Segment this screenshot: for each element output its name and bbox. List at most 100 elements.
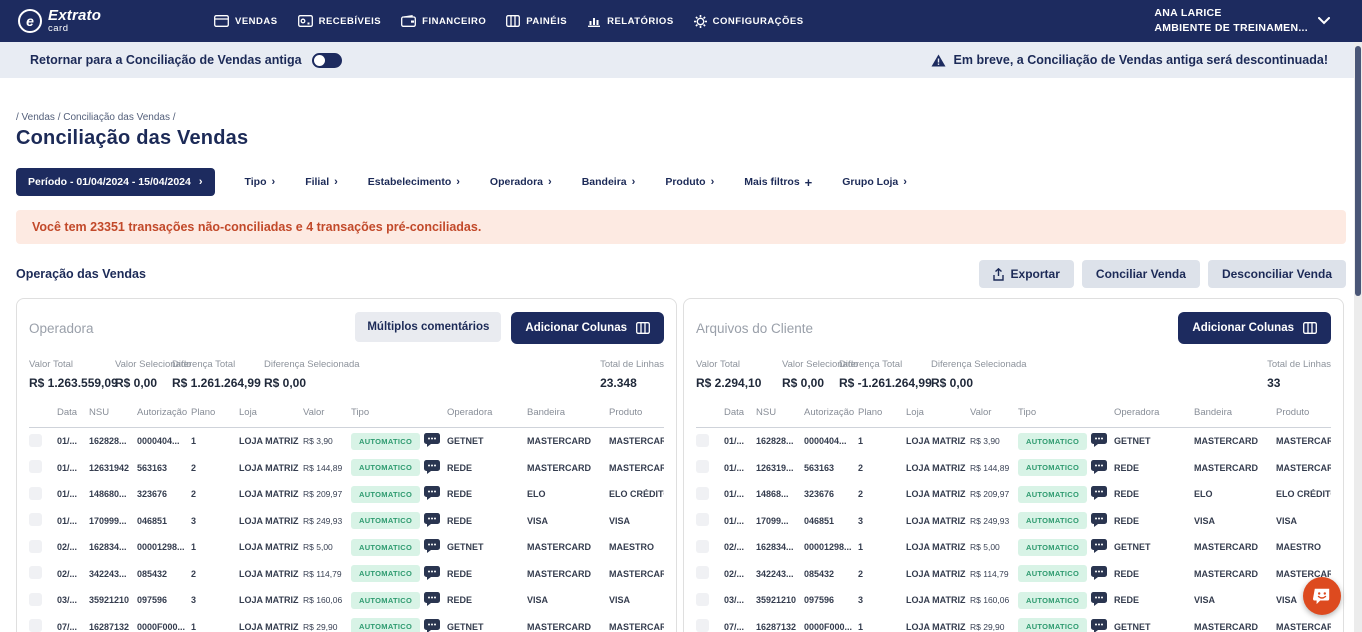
- row-checkbox[interactable]: [696, 460, 709, 474]
- comment-icon[interactable]: [423, 512, 441, 528]
- status-badge: AUTOMATICO: [351, 512, 421, 530]
- table-row[interactable]: 03/... 35921210 097596 3 LOJA MATRIZ R$ …: [29, 587, 664, 614]
- comment-icon[interactable]: [423, 485, 441, 501]
- status-badge: AUTOMATICO: [351, 538, 421, 556]
- comment-icon[interactable]: [423, 618, 441, 632]
- comment-icon[interactable]: [423, 565, 441, 581]
- nav-menu-item[interactable]: PAINÉIS: [506, 15, 567, 27]
- nav-menu-item[interactable]: RECEBÍVEIS: [297, 15, 382, 27]
- table-row[interactable]: 01/... 148680... 323676 2 LOJA MATRIZ R$…: [29, 481, 664, 508]
- row-checkbox[interactable]: [696, 592, 709, 606]
- stat-item: Diferença Total R$ 1.261.264,99: [172, 359, 261, 390]
- comment-icon[interactable]: [1090, 432, 1108, 448]
- chat-smiley-icon: [1313, 588, 1330, 604]
- columns-icon: [636, 322, 650, 334]
- stat-item: Valor Total R$ 1.263.559,09: [29, 359, 118, 390]
- row-checkbox[interactable]: [29, 539, 42, 553]
- export-button[interactable]: Exportar: [978, 260, 1074, 288]
- table-row[interactable]: 02/... 342243... 085432 2 LOJA MATRIZ R$…: [696, 561, 1331, 588]
- row-checkbox[interactable]: [696, 433, 709, 447]
- nav-menu-item[interactable]: FINANCEIRO: [401, 15, 486, 27]
- row-checkbox[interactable]: [696, 619, 709, 632]
- brand-logo[interactable]: e Extrato card: [18, 8, 198, 34]
- row-checkbox[interactable]: [29, 592, 42, 606]
- table-row[interactable]: 07/... 16287132 0000F000... 1 LOJA MATRI…: [29, 614, 664, 632]
- table-row[interactable]: 01/... 162828... 0000404... 1 LOJA MATRI…: [29, 428, 664, 455]
- table-row[interactable]: 01/... 162828... 0000404... 1 LOJA MATRI…: [696, 428, 1331, 455]
- filter-item[interactable]: Filial ›: [305, 176, 338, 188]
- gear-icon: [693, 14, 707, 28]
- table-row[interactable]: 02/... 342243... 085432 2 LOJA MATRIZ R$…: [29, 561, 664, 588]
- row-checkbox[interactable]: [29, 460, 42, 474]
- section-title: Operação das Vendas: [16, 267, 146, 281]
- comment-icon[interactable]: [1090, 512, 1108, 528]
- table-row[interactable]: 01/... 14868... 323676 2 LOJA MATRIZ R$ …: [696, 481, 1331, 508]
- filter-grupo-loja[interactable]: Grupo Loja ›: [842, 176, 907, 188]
- chevron-right-icon: ›: [631, 176, 636, 188]
- table-row[interactable]: 01/... 17099... 046851 3 LOJA MATRIZ R$ …: [696, 508, 1331, 535]
- adicionar-colunas-button[interactable]: Adicionar Colunas: [1178, 312, 1331, 344]
- user-menu[interactable]: ANA LARICE AMBIENTE DE TREINAMEN...: [1154, 6, 1344, 35]
- table-row[interactable]: 02/... 162834... 00001298... 1 LOJA MATR…: [29, 534, 664, 561]
- table-row[interactable]: 01/... 126319... 563163 2 LOJA MATRIZ R$…: [696, 455, 1331, 482]
- row-checkbox[interactable]: [696, 513, 709, 527]
- stat-item: Total de Linhas 33: [1267, 359, 1331, 390]
- arquivos-table-body: 01/... 162828... 0000404... 1 LOJA MATRI…: [696, 428, 1331, 632]
- table-row[interactable]: 02/... 162834... 00001298... 1 LOJA MATR…: [696, 534, 1331, 561]
- nav-menu-item[interactable]: RELATÓRIOS: [587, 15, 674, 27]
- table-row[interactable]: 03/... 35921210 097596 3 LOJA MATRIZ R$ …: [696, 587, 1331, 614]
- filter-item[interactable]: Bandeira ›: [581, 176, 636, 188]
- stat-item: Diferença Selecionada R$ 0,00: [264, 359, 360, 390]
- filter-item[interactable]: Operadora ›: [489, 176, 552, 188]
- comment-icon[interactable]: [1090, 538, 1108, 554]
- status-badge: AUTOMATICO: [1018, 485, 1088, 503]
- status-badge: AUTOMATICO: [351, 485, 421, 503]
- nav-menu-item[interactable]: VENDAS: [214, 15, 278, 27]
- status-badge: AUTOMATICO: [1018, 459, 1088, 477]
- row-checkbox[interactable]: [696, 539, 709, 553]
- breadcrumb[interactable]: / Vendas / Conciliação das Vendas /: [16, 112, 176, 123]
- comment-icon[interactable]: [1090, 459, 1108, 475]
- legacy-toggle-switch[interactable]: [311, 52, 342, 68]
- row-checkbox[interactable]: [29, 486, 42, 500]
- filter-item[interactable]: Produto ›: [665, 176, 715, 188]
- row-checkbox[interactable]: [29, 619, 42, 632]
- table-row[interactable]: 01/... 12631942 563163 2 LOJA MATRIZ R$ …: [29, 455, 664, 482]
- row-checkbox[interactable]: [29, 566, 42, 580]
- filter-item[interactable]: Tipo ›: [244, 176, 276, 188]
- multiplos-comentarios-button[interactable]: Múltiplos comentários: [355, 312, 502, 342]
- panel-operadora: Operadora Múltiplos comentários Adiciona…: [16, 298, 677, 632]
- legacy-version-bar: Retornar para a Conciliação de Vendas an…: [0, 42, 1362, 78]
- comment-icon[interactable]: [1090, 591, 1108, 607]
- comment-icon[interactable]: [1090, 565, 1108, 581]
- stat-item: Valor Total R$ 2.294,10: [696, 359, 762, 390]
- bar-chart-icon: [587, 15, 601, 27]
- page-scrollbar[interactable]: [1354, 42, 1362, 632]
- comment-icon[interactable]: [423, 538, 441, 554]
- adicionar-colunas-button[interactable]: Adicionar Colunas: [511, 312, 664, 344]
- comment-icon[interactable]: [423, 432, 441, 448]
- desconciliar-venda-button[interactable]: Desconciliar Venda: [1207, 260, 1346, 288]
- support-chat-button[interactable]: [1303, 577, 1341, 615]
- row-checkbox[interactable]: [29, 433, 42, 447]
- stat-item: Valor Selecionado R$ 0,00: [782, 359, 859, 390]
- chevron-down-icon: [1318, 17, 1330, 25]
- scrollbar-thumb[interactable]: [1355, 46, 1361, 296]
- row-checkbox[interactable]: [696, 486, 709, 500]
- conciliar-venda-button[interactable]: Conciliar Venda: [1081, 260, 1200, 288]
- comment-icon[interactable]: [1090, 485, 1108, 501]
- filter-periodo[interactable]: Período - 01/04/2024 - 15/04/2024 ›: [16, 168, 215, 196]
- comment-icon[interactable]: [1090, 618, 1108, 632]
- comment-icon[interactable]: [423, 459, 441, 475]
- row-checkbox[interactable]: [696, 566, 709, 580]
- chevron-right-icon: ›: [903, 176, 907, 188]
- panel-operadora-title: Operadora: [29, 320, 94, 336]
- filter-mais-filtros[interactable]: Mais filtros +: [744, 174, 813, 190]
- filter-item[interactable]: Estabelecimento ›: [367, 176, 460, 188]
- status-badge: AUTOMATICO: [1018, 538, 1088, 556]
- table-row[interactable]: 01/... 170999... 046851 3 LOJA MATRIZ R$…: [29, 508, 664, 535]
- comment-icon[interactable]: [423, 591, 441, 607]
- table-row[interactable]: 07/... 16287132 0000F000... 1 LOJA MATRI…: [696, 614, 1331, 632]
- row-checkbox[interactable]: [29, 513, 42, 527]
- nav-menu-item[interactable]: CONFIGURAÇÕES: [693, 14, 804, 28]
